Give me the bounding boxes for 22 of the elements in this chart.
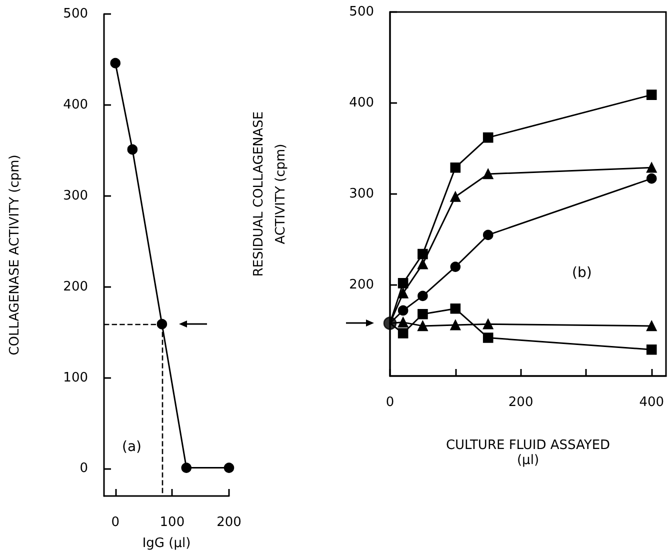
- x-tick-label: 200: [216, 515, 242, 530]
- y-tick-label: 400: [63, 97, 88, 112]
- x-axis-title: CULTURE FLUID ASSAYED (µl): [446, 438, 610, 468]
- x-tick-label: 0: [111, 515, 120, 530]
- y-axis-title: COLLAGENASE ACTIVITY (cpm): [8, 154, 22, 356]
- annotation: (b): [572, 265, 592, 281]
- y-tick-label: 0: [80, 461, 88, 476]
- y-tick-label: 400: [349, 96, 374, 110]
- y-tick-label: 500: [63, 6, 88, 22]
- y-tick-label: 200: [349, 278, 374, 292]
- x-tick-label: 400: [639, 395, 664, 410]
- x-tick-label: 100: [160, 515, 185, 530]
- x-tick-label: 0: [386, 395, 394, 410]
- y-tick-label: 500: [349, 4, 374, 20]
- x-axis-title: IgG (µl): [142, 536, 191, 551]
- y-tick-label: 300: [63, 188, 88, 204]
- y-tick-label: 100: [63, 370, 88, 386]
- y-tick-label: 200: [63, 279, 88, 294]
- annotation: (a): [122, 439, 142, 455]
- y-tick-label: 300: [349, 186, 374, 202]
- y-axis-title: RESIDUAL COLLAGENASE ACTIVITY (cpm): [252, 111, 288, 277]
- x-tick-label: 200: [508, 395, 534, 410]
